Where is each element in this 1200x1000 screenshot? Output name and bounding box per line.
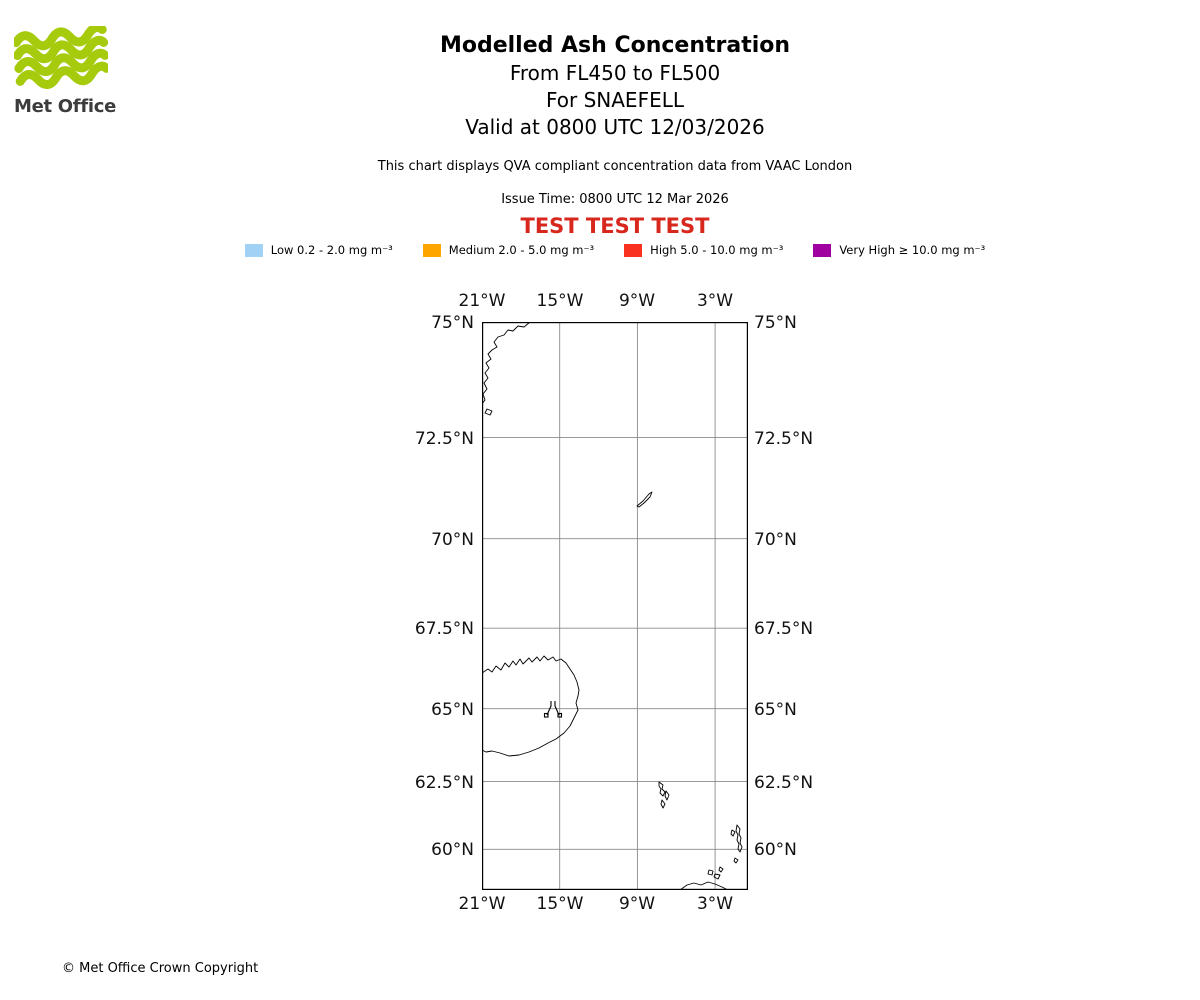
met-office-logo: Met Office: [11, 22, 134, 117]
legend-item-medium: Medium 2.0 - 5.0 mg m⁻³: [422, 243, 595, 257]
legend-swatch-low: [244, 243, 263, 257]
lon-tick-label: 21°W: [458, 291, 506, 311]
map-border: [482, 322, 748, 890]
lon-tick-label: 9°W: [618, 894, 656, 914]
lon-tick-label: 3°W: [696, 291, 734, 311]
lat-tick-label: 65°N: [754, 700, 797, 720]
legend-swatch-very-high: [813, 243, 832, 257]
subtitle-volcano: For SNAEFELL: [545, 88, 684, 112]
lat-tick-label: 75°N: [431, 313, 474, 333]
subtitle-valid-time: Valid at 0800 UTC 12/03/2026: [465, 115, 765, 139]
lat-tick-label: 60°N: [431, 840, 474, 860]
lat-tick-label: 75°N: [754, 313, 797, 333]
legend-label-very-high: Very High ≥ 10.0 mg m⁻³: [839, 243, 986, 257]
volcano-glyph: [546, 701, 560, 716]
lat-tick-label: 72.5°N: [414, 429, 474, 449]
lon-tick-label: 21°W: [458, 894, 506, 914]
qva-note: This chart displays QVA compliant concen…: [377, 159, 853, 174]
legend-item-low: Low 0.2 - 2.0 mg m⁻³: [244, 243, 393, 257]
coast-iceland: [482, 655, 580, 757]
legend-label-medium: Medium 2.0 - 5.0 mg m⁻³: [448, 243, 595, 257]
lon-tick-label: 15°W: [536, 291, 584, 311]
lat-tick-label: 67.5°N: [414, 619, 474, 639]
lon-tick-label: 9°W: [618, 291, 656, 311]
island-jan-mayen: [636, 491, 653, 508]
lat-tick-label: 72.5°N: [754, 429, 814, 449]
test-banner: TEST TEST TEST: [520, 214, 710, 238]
coast-greenland: [482, 322, 531, 405]
lat-tick-label: 62.5°N: [754, 773, 814, 793]
lat-tick-label: 62.5°N: [414, 773, 474, 793]
header-titles: Modelled Ash Concentration From FL450 to…: [30, 31, 1200, 141]
volcano-foot-left: [543, 712, 549, 718]
logo-wordmark: Met Office: [14, 96, 117, 117]
coastlines: [482, 322, 743, 890]
graticule: [482, 322, 748, 890]
legend-label-low: Low 0.2 - 2.0 mg m⁻³: [270, 243, 393, 257]
legend-item-high: High 5.0 - 10.0 mg m⁻³: [624, 243, 783, 257]
subtitle-flight-level: From FL450 to FL500: [509, 61, 721, 85]
coast-scotland: [679, 881, 729, 890]
islands-shetland: [730, 824, 743, 864]
islands-orkney: [707, 866, 724, 880]
lon-tick-label: 15°W: [536, 894, 584, 914]
page-title: Modelled Ash Concentration: [439, 33, 791, 58]
volcano-marker: [543, 701, 563, 718]
concentration-legend: Low 0.2 - 2.0 mg m⁻³ Medium 2.0 - 5.0 mg…: [30, 243, 1200, 257]
logo-waves-icon: [11, 22, 111, 90]
islands-faroe: [658, 781, 670, 809]
legend-label-high: High 5.0 - 10.0 mg m⁻³: [650, 243, 784, 257]
lat-tick-label: 67.5°N: [754, 619, 814, 639]
island-greenland-islet: [484, 408, 493, 416]
lat-tick-label: 70°N: [754, 530, 797, 550]
lon-tick-label: 3°W: [696, 894, 734, 914]
lat-tick-label: 65°N: [431, 700, 474, 720]
volcano-foot-right: [557, 712, 563, 718]
copyright-notice: © Met Office Crown Copyright: [62, 961, 259, 976]
ash-map: [482, 322, 748, 890]
issue-time: Issue Time: 0800 UTC 12 Mar 2026: [501, 192, 729, 207]
legend-item-very-high: Very High ≥ 10.0 mg m⁻³: [813, 243, 985, 257]
legend-swatch-medium: [422, 243, 441, 257]
lat-tick-label: 60°N: [754, 840, 797, 860]
lat-tick-label: 70°N: [431, 530, 474, 550]
legend-swatch-high: [624, 243, 643, 257]
